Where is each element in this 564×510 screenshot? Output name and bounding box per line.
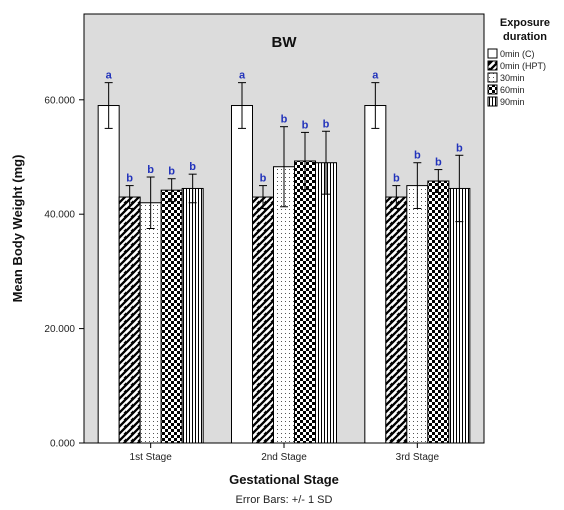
- significance-label: b: [414, 150, 421, 162]
- x-axis-title: Gestational Stage: [229, 472, 339, 487]
- legend-label: 0min (HPT): [500, 61, 546, 71]
- x-tick-label: 3rd Stage: [396, 452, 440, 463]
- legend-swatch: [487, 96, 498, 107]
- chart-title: BW: [272, 34, 298, 51]
- significance-label: a: [239, 70, 246, 82]
- y-tick-label: 0.000: [50, 439, 75, 450]
- significance-label: b: [281, 114, 288, 126]
- legend-label: 0min (C): [500, 49, 535, 59]
- y-axis-title: Mean Body Weight (mg): [10, 155, 25, 303]
- legend-title: Exposure: [500, 17, 550, 29]
- bar: [294, 160, 316, 444]
- bar: [118, 196, 141, 444]
- bar: [139, 202, 162, 444]
- y-tick-label: 60.000: [44, 95, 75, 106]
- significance-label: b: [302, 119, 309, 131]
- significance-label: b: [126, 173, 133, 185]
- significance-label: b: [260, 173, 267, 185]
- legend-label: 60min: [500, 85, 525, 95]
- significance-label: b: [147, 164, 154, 176]
- error-bars: [104, 82, 464, 229]
- bar: [364, 105, 387, 444]
- legend-label: 30min: [500, 73, 525, 83]
- significance-labels: a b b b b a b b b b a b b b b: [106, 70, 463, 185]
- legend: Exposure duration 0min (C) 0min (HPT) 30min 6…: [487, 17, 550, 107]
- legend-swatch: [487, 72, 498, 83]
- legend-swatch: [487, 60, 498, 71]
- bar: [385, 196, 408, 444]
- x-tick-label: 1st Stage: [130, 452, 173, 463]
- y-tick-label: 40.000: [44, 210, 75, 221]
- bar: [427, 180, 450, 444]
- significance-label: a: [106, 70, 113, 82]
- significance-label: a: [372, 70, 379, 82]
- error-bar-footnote: Error Bars: +/- 1 SD: [236, 494, 333, 506]
- legend-title: duration: [503, 31, 547, 43]
- y-tick-label: 20.000: [44, 324, 75, 335]
- bar: [231, 105, 253, 444]
- bar: [406, 185, 429, 444]
- y-axis-ticks: 0.000 20.000 40.000 60.000: [44, 95, 84, 450]
- legend-swatch: [487, 48, 498, 59]
- x-tick-label: 2nd Stage: [261, 452, 307, 463]
- significance-label: b: [435, 157, 442, 169]
- bar: [181, 187, 204, 444]
- significance-label: b: [323, 118, 330, 130]
- bar: [97, 105, 120, 444]
- x-axis-ticks: 1st Stage 2nd Stage 3rd Stage: [130, 443, 440, 463]
- legend-swatch: [487, 84, 498, 95]
- significance-label: b: [456, 142, 463, 154]
- legend-label: 90min: [500, 97, 525, 107]
- bar: [160, 189, 183, 444]
- significance-label: b: [393, 173, 400, 185]
- significance-label: b: [168, 166, 175, 178]
- bar: [448, 187, 471, 444]
- bar: [315, 162, 337, 444]
- significance-label: b: [189, 161, 196, 173]
- bar: [273, 166, 295, 444]
- bar: [252, 196, 274, 444]
